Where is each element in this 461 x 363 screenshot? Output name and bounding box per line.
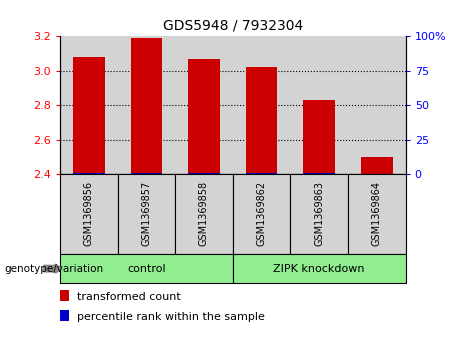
Bar [118,174,175,254]
Text: control: control [127,264,165,274]
Bar [233,254,406,283]
Text: GSM1369857: GSM1369857 [142,181,151,246]
Bar [361,157,393,174]
Bar [290,36,348,174]
Bar [348,36,406,174]
Bar [130,38,162,174]
Bar [60,290,69,301]
Text: GSM1369856: GSM1369856 [84,181,94,246]
Bar [233,174,290,254]
Bar [118,36,175,174]
Bar [188,59,220,174]
Bar [303,100,335,174]
Text: percentile rank within the sample: percentile rank within the sample [77,312,265,322]
Bar [348,174,406,254]
Bar [60,36,118,174]
Bar [73,57,105,174]
Text: genotype/variation: genotype/variation [5,264,104,274]
Text: GSM1369864: GSM1369864 [372,181,382,246]
Title: GDS5948 / 7932304: GDS5948 / 7932304 [163,19,303,32]
Bar [233,36,290,174]
Text: ZIPK knockdown: ZIPK knockdown [273,264,365,274]
Bar [303,173,335,174]
Text: GSM1369858: GSM1369858 [199,181,209,246]
Bar [175,36,233,174]
Bar [290,174,348,254]
Bar [60,310,69,321]
Bar [60,254,233,283]
Bar [130,173,162,174]
Bar [246,68,278,174]
Bar [60,174,118,254]
Text: transformed count: transformed count [77,292,181,302]
Text: GSM1369862: GSM1369862 [257,181,266,246]
Bar [175,174,233,254]
Text: GSM1369863: GSM1369863 [314,181,324,246]
Bar [246,173,278,174]
